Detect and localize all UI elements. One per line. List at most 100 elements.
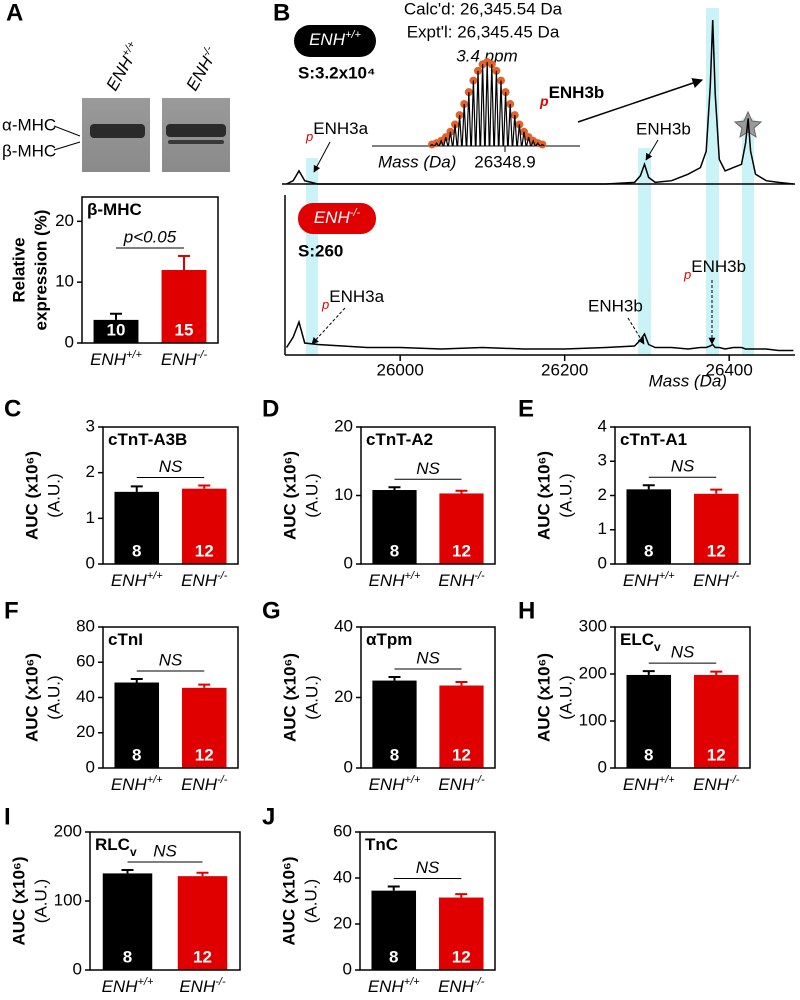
x-tick-label: ENH-/- bbox=[693, 570, 740, 591]
category-name: ENH bbox=[623, 775, 660, 794]
y-tick-label: 1 bbox=[598, 519, 607, 538]
category-name: ENH bbox=[102, 977, 139, 996]
y-tick-label: 40 bbox=[76, 687, 95, 706]
category-sup: -/- bbox=[474, 570, 485, 582]
y-tick-label: 10 bbox=[55, 272, 74, 291]
category-sup: -/- bbox=[474, 976, 485, 988]
y-tick-label: 60 bbox=[333, 821, 352, 840]
error-bar bbox=[642, 484, 655, 490]
peak-prefix: p bbox=[305, 129, 313, 144]
category-sup: +/+ bbox=[659, 774, 675, 786]
title-sub: v bbox=[130, 845, 137, 859]
x-tick-label: ENH+/+ bbox=[102, 976, 154, 997]
spectrum bbox=[285, 319, 794, 352]
y-tick-label: 3 bbox=[598, 451, 607, 470]
badge-sup: -/- bbox=[350, 207, 361, 219]
y-tick-label: 20 bbox=[333, 913, 352, 932]
band-label: α-MHC bbox=[2, 115, 56, 134]
badge bbox=[294, 25, 376, 57]
n-label: 12 bbox=[452, 541, 471, 560]
chart-title: β-MHC bbox=[87, 200, 142, 219]
error-bar bbox=[455, 489, 468, 494]
y-tick-label: 10 bbox=[334, 485, 353, 504]
y-tick-label: 300 bbox=[579, 616, 607, 635]
panel-letter: H bbox=[518, 597, 535, 624]
badge-sup: +/+ bbox=[345, 29, 361, 41]
n-label: 15 bbox=[175, 320, 194, 339]
y-axis-label: AUC (x10⁶) bbox=[9, 856, 28, 945]
chart-title: cTnT-A2 bbox=[366, 430, 433, 449]
category-name: ENH bbox=[179, 977, 216, 996]
x-tick-label: ENH-/- bbox=[181, 570, 228, 591]
category-name: ENH bbox=[438, 977, 475, 996]
n-label: 12 bbox=[707, 745, 726, 764]
x-tick-label: 26400 bbox=[706, 360, 753, 379]
category-sup: -/- bbox=[474, 774, 485, 786]
peak-label: pENH3a bbox=[321, 287, 385, 311]
y-tick-label: 60 bbox=[76, 652, 95, 671]
title-text: ELC bbox=[620, 630, 654, 649]
title-text: RLC bbox=[95, 835, 130, 854]
x-axis-label: Mass (Da) bbox=[649, 371, 727, 390]
x-tick-label: 26200 bbox=[541, 360, 588, 379]
plot-frame bbox=[359, 831, 496, 971]
y-axis-label: AUC (x10⁶) bbox=[279, 856, 298, 945]
x-tick-label: ENH-/- bbox=[438, 976, 485, 997]
arrow bbox=[313, 141, 331, 173]
gel-band bbox=[168, 140, 224, 144]
error-bar bbox=[130, 677, 143, 683]
bar bbox=[372, 490, 417, 564]
plot-frame bbox=[360, 626, 496, 769]
arrow bbox=[645, 139, 659, 161]
x-tick-label: ENH+/+ bbox=[111, 774, 163, 795]
x-tick-label: ENH-/- bbox=[438, 774, 485, 795]
significance-label: NS bbox=[671, 643, 695, 662]
bar bbox=[93, 319, 139, 343]
n-label: 12 bbox=[452, 745, 471, 764]
category-name: ENH bbox=[161, 350, 198, 369]
y-tick-label: 40 bbox=[333, 867, 352, 886]
n-label: 8 bbox=[390, 745, 399, 764]
signal-label: S:260 bbox=[298, 241, 343, 260]
n-label: 8 bbox=[132, 745, 141, 764]
bar bbox=[114, 491, 160, 564]
x-tick-label: ENH+/+ bbox=[623, 774, 675, 795]
category-name: ENH bbox=[181, 571, 218, 590]
y-axis-label: (A.U.) bbox=[302, 675, 321, 719]
badge-name: ENH bbox=[309, 30, 346, 49]
y-axis-label: (A.U.) bbox=[31, 879, 50, 923]
significance-label: NS bbox=[153, 841, 177, 860]
y-tick-label: 0 bbox=[598, 553, 607, 572]
category-sup: +/+ bbox=[147, 774, 163, 786]
x-tick-label: ENH+/+ bbox=[368, 976, 420, 997]
y-tick-label: 0 bbox=[86, 553, 95, 572]
y-tick-label: 0 bbox=[73, 959, 82, 978]
category-sup: -/- bbox=[197, 349, 208, 361]
significance-label: NS bbox=[416, 649, 440, 668]
y-axis-label: (A.U.) bbox=[44, 675, 63, 719]
badge-label: ENH+/+ bbox=[309, 29, 361, 50]
category-name: ENH bbox=[111, 775, 148, 794]
panel-letter: I bbox=[4, 803, 11, 830]
x-tick-label: ENH+/+ bbox=[111, 570, 163, 591]
error-bar bbox=[388, 676, 401, 681]
category-sup: +/+ bbox=[405, 570, 421, 582]
category-sup: -/- bbox=[217, 570, 228, 582]
category-name: ENH bbox=[181, 775, 218, 794]
category-name: ENH bbox=[693, 775, 730, 794]
plot-frame bbox=[81, 196, 219, 344]
inset-text: Calc'd: 26,345.54 Da bbox=[404, 0, 563, 18]
n-label: 8 bbox=[390, 541, 399, 560]
peak-label: pENH3b bbox=[683, 257, 746, 281]
error-bar bbox=[455, 680, 468, 686]
x-tick-label: ENH+/+ bbox=[90, 349, 142, 370]
band-pointer bbox=[53, 125, 81, 137]
lane-label: ENH-/- bbox=[182, 44, 223, 95]
error-bar bbox=[196, 871, 209, 877]
inset-spectrum bbox=[428, 58, 547, 149]
peak-name: ENH3b bbox=[549, 83, 605, 102]
y-tick-label: 4 bbox=[598, 416, 607, 435]
plot-frame bbox=[102, 426, 239, 565]
